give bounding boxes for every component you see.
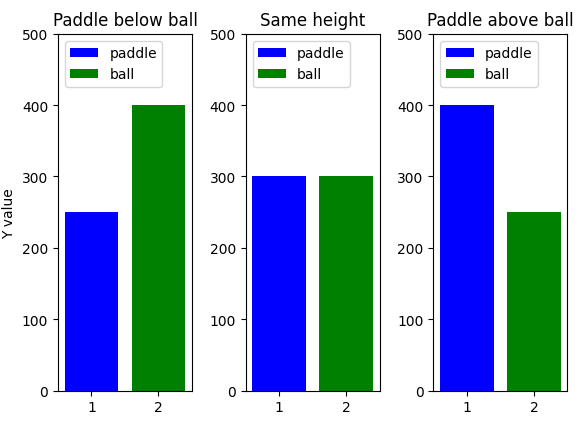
Bar [131,106,185,391]
Title: Same height: Same height [260,13,365,30]
Bar [252,177,306,391]
Legend: paddle, ball: paddle, ball [252,42,350,88]
Legend: paddle, ball: paddle, ball [65,42,163,88]
Bar [65,213,118,391]
Bar [320,177,373,391]
Y-axis label: Y value: Y value [2,187,16,238]
Legend: paddle, ball: paddle, ball [440,42,538,88]
Bar [440,106,494,391]
Title: Paddle above ball: Paddle above ball [427,13,574,30]
Bar [507,213,560,391]
Title: Paddle below ball: Paddle below ball [53,13,197,30]
